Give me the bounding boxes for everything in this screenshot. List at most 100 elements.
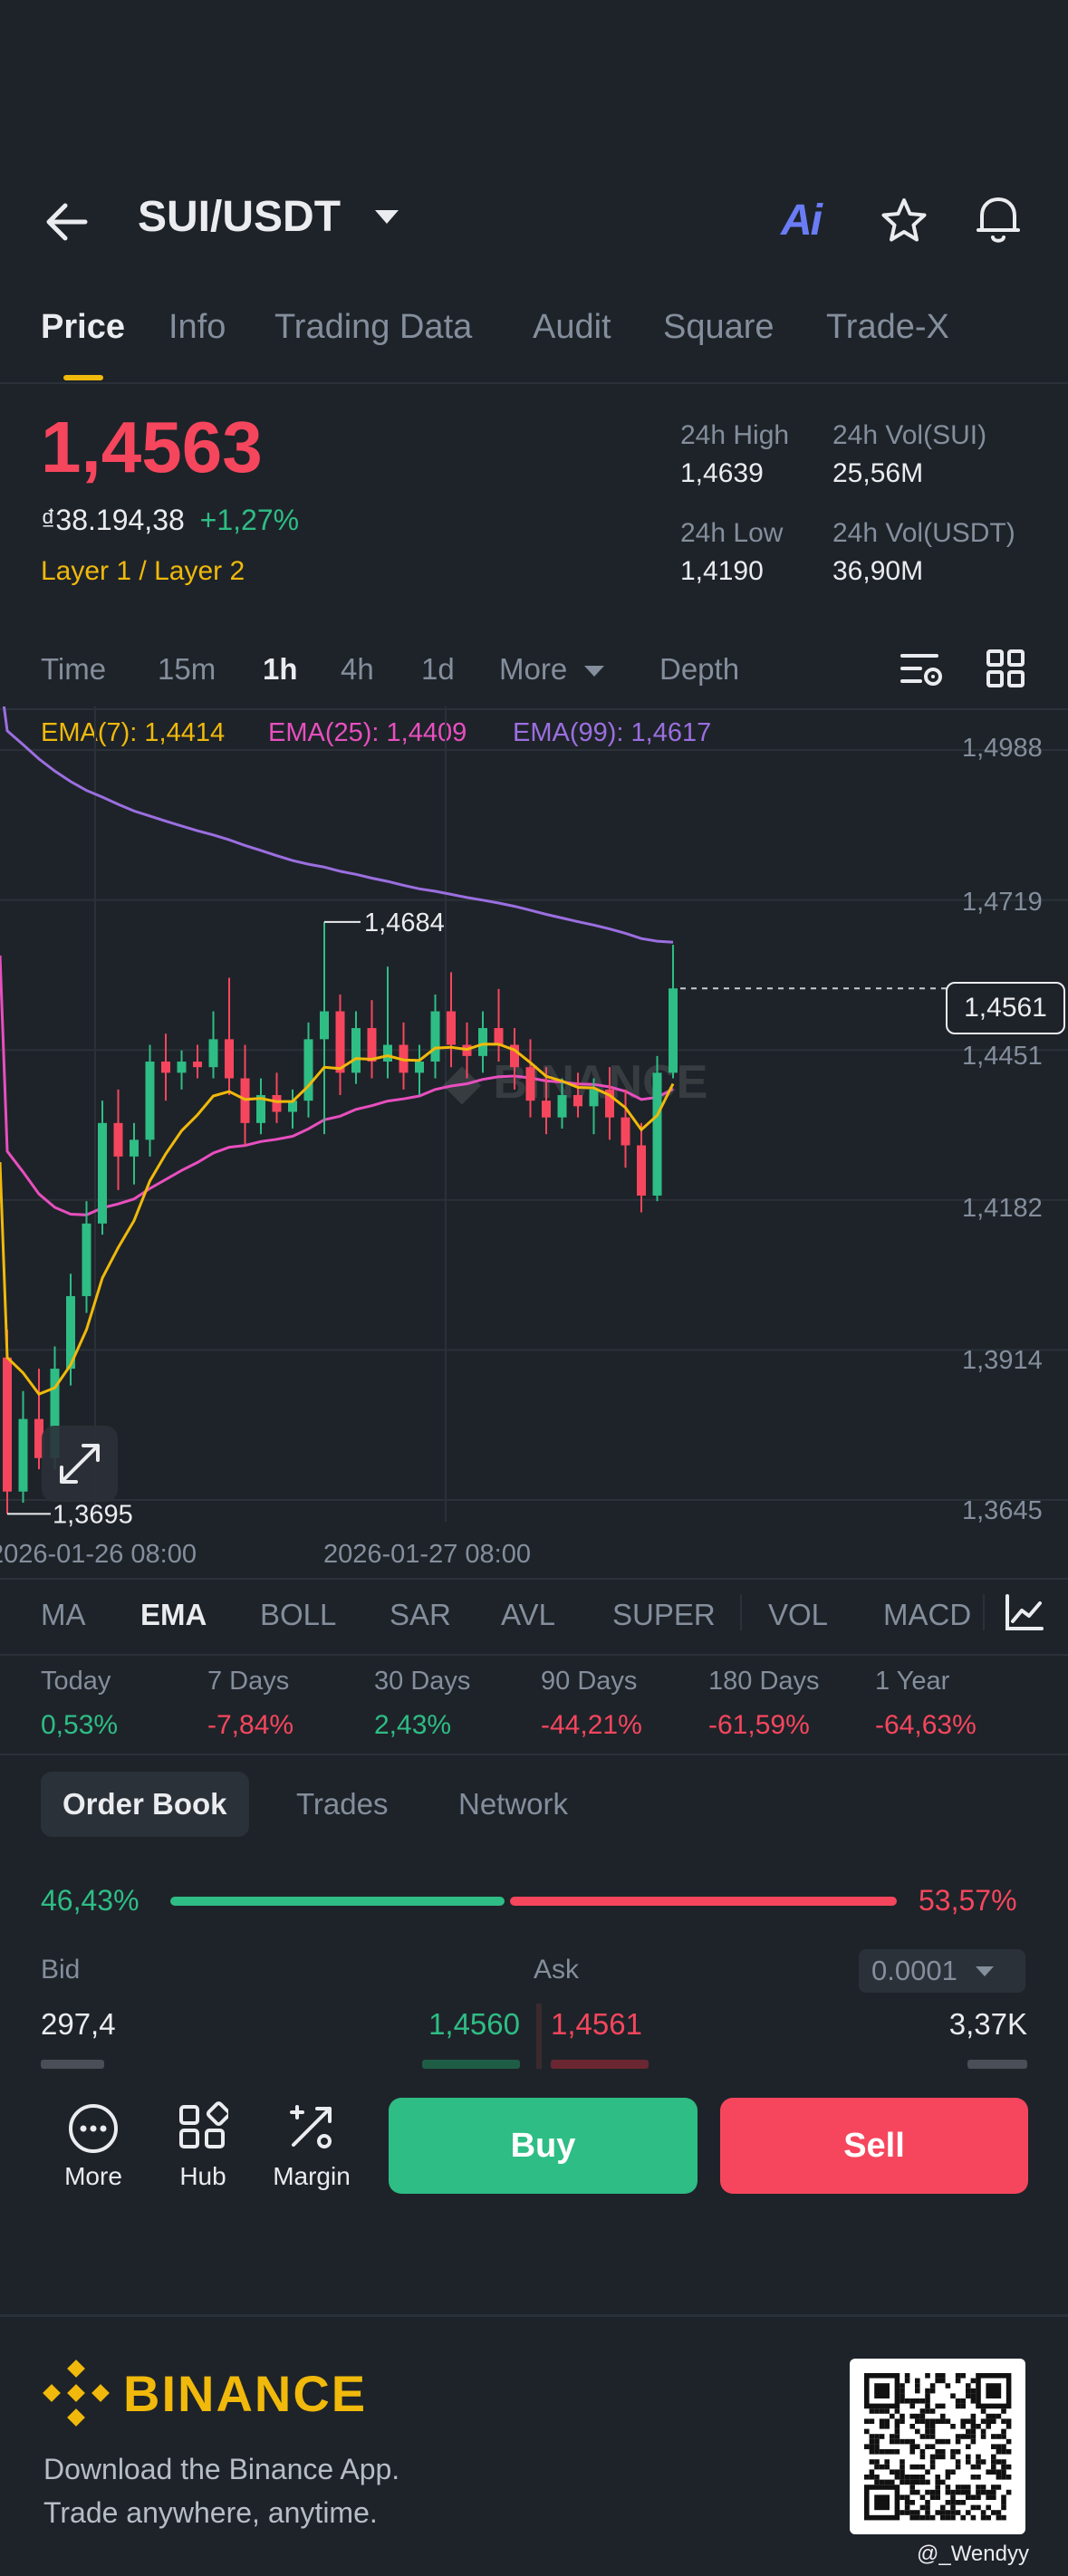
tf-depth[interactable]: Depth	[659, 652, 740, 686]
candle-down[interactable]	[542, 1101, 551, 1118]
indicator-ema[interactable]: EMA	[140, 1598, 207, 1631]
indicator-macd[interactable]: MACD	[883, 1598, 972, 1631]
indicator-chart-icon[interactable]	[1004, 1594, 1045, 1632]
expand-icon	[60, 1444, 100, 1484]
x-axis-label: 2026-01-26 08:00	[0, 1540, 197, 1569]
candle-down[interactable]	[367, 1028, 377, 1062]
candle-up[interactable]	[66, 1295, 75, 1370]
hub-action[interactable]: Hub	[149, 2092, 257, 2201]
candle-up[interactable]	[669, 988, 678, 1073]
candlestick-chart[interactable]: ◆ BINANCE 1,4684 1,3695	[0, 706, 1068, 1540]
bid-ratio-bar	[170, 1897, 505, 1906]
candle-up[interactable]	[557, 1095, 567, 1118]
vol-sui-value: 25,56M	[832, 458, 924, 488]
candle-down[interactable]	[34, 1418, 43, 1458]
tab-order-book[interactable]: Order Book	[41, 1772, 249, 1837]
candle-up[interactable]	[589, 1089, 599, 1107]
chevron-down-icon[interactable]	[375, 210, 399, 224]
candle-down[interactable]	[510, 1044, 519, 1068]
candle-down[interactable]	[335, 1011, 345, 1073]
indicator-boll[interactable]: BOLL	[260, 1598, 337, 1631]
perf-label: 180 Days	[708, 1667, 820, 1696]
candle-down[interactable]	[272, 1095, 282, 1112]
candle-down[interactable]	[225, 1039, 234, 1079]
chart-settings-icon[interactable]	[900, 650, 944, 690]
tab-trade-x[interactable]: Trade-X	[826, 308, 949, 346]
precision-select[interactable]: 0.0001	[859, 1949, 1025, 1993]
candle-down[interactable]	[113, 1122, 123, 1157]
order-book-row[interactable]: 297,4 1,4560 1,4561 3,37K	[0, 1998, 1068, 2069]
candle-down[interactable]	[494, 1028, 504, 1045]
tf-time[interactable]: Time	[41, 652, 107, 686]
tf-more[interactable]: More	[499, 652, 605, 687]
candle-down[interactable]	[621, 1117, 630, 1146]
candle-up[interactable]	[82, 1223, 91, 1296]
tf-1h[interactable]: 1h	[263, 652, 298, 686]
indicator-avl[interactable]: AVL	[501, 1598, 555, 1631]
candle-down[interactable]	[161, 1062, 170, 1073]
expand-chart-button[interactable]	[42, 1426, 118, 1502]
tf-4h[interactable]: 4h	[341, 652, 374, 686]
tab-square[interactable]: Square	[663, 308, 775, 346]
candle-up[interactable]	[177, 1062, 187, 1073]
binance-brand: BINANCE	[123, 2365, 368, 2422]
candle-up[interactable]	[288, 1101, 297, 1112]
candle-down[interactable]	[193, 1062, 202, 1068]
candle-up[interactable]	[383, 1044, 392, 1062]
pair-title[interactable]: SUI/USDT	[138, 193, 342, 241]
candle-up[interactable]	[256, 1095, 265, 1123]
candle-down[interactable]	[605, 1089, 614, 1118]
ask-quantity: 3,37K	[948, 2007, 1027, 2041]
indicator-ma[interactable]: MA	[41, 1598, 86, 1631]
category-tags[interactable]: Layer 1 / Layer 2	[41, 556, 245, 586]
candle-up[interactable]	[430, 1011, 440, 1062]
qr-finder-pattern	[874, 2383, 890, 2398]
candle-up[interactable]	[50, 1369, 60, 1458]
more-label: More	[64, 2162, 122, 2190]
tab-info[interactable]: Info	[168, 308, 226, 346]
indicator-super[interactable]: SUPER	[612, 1598, 716, 1631]
tab-price[interactable]: Price	[41, 308, 125, 346]
tab-network[interactable]: Network	[458, 1787, 569, 1821]
order-book-row-partial	[0, 2054, 1068, 2069]
candle-up[interactable]	[303, 1039, 313, 1101]
candle-up[interactable]	[208, 1039, 218, 1068]
candle-up[interactable]	[98, 1122, 107, 1224]
layout-grid-icon[interactable]	[986, 649, 1025, 688]
candle-up[interactable]	[415, 1062, 424, 1073]
candle-up[interactable]	[18, 1418, 28, 1492]
candle-down[interactable]	[3, 1357, 12, 1492]
star-icon[interactable]	[879, 196, 929, 246]
candle-up[interactable]	[478, 1028, 487, 1056]
candle-down[interactable]	[447, 1011, 456, 1045]
low-marker-label: 1,3695	[53, 1500, 133, 1529]
qr-code-image	[864, 2373, 1012, 2521]
candle-up[interactable]	[145, 1062, 155, 1140]
indicator-sar[interactable]: SAR	[390, 1598, 451, 1631]
ai-icon[interactable]: Ai	[781, 197, 823, 245]
candle-up[interactable]	[320, 1011, 329, 1040]
candle-up[interactable]	[652, 1072, 662, 1196]
candle-down[interactable]	[637, 1145, 646, 1196]
tf-1d[interactable]: 1d	[421, 652, 455, 686]
more-action[interactable]: More	[39, 2092, 148, 2201]
tab-audit[interactable]: Audit	[533, 308, 611, 346]
perf-label: 7 Days	[207, 1667, 290, 1696]
perf-label: 90 Days	[541, 1667, 638, 1696]
tf-15m[interactable]: 15m	[158, 652, 216, 686]
indicator-vol[interactable]: VOL	[768, 1598, 829, 1631]
candle-up[interactable]	[351, 1028, 361, 1073]
divider	[0, 1654, 1068, 1656]
sell-button[interactable]: Sell	[720, 2098, 1028, 2194]
bell-icon[interactable]	[973, 192, 1024, 246]
candle-up[interactable]	[130, 1139, 139, 1157]
arrow-left-icon[interactable]	[43, 201, 89, 243]
qr-code[interactable]	[850, 2359, 1025, 2534]
margin-action[interactable]: Margin	[257, 2092, 366, 2201]
low-value: 1,4190	[680, 556, 764, 586]
candle-down[interactable]	[573, 1095, 582, 1107]
tab-trades[interactable]: Trades	[296, 1787, 389, 1821]
candle-down[interactable]	[525, 1067, 535, 1101]
tab-trading-data[interactable]: Trading Data	[274, 308, 473, 346]
buy-button[interactable]: Buy	[389, 2098, 698, 2194]
